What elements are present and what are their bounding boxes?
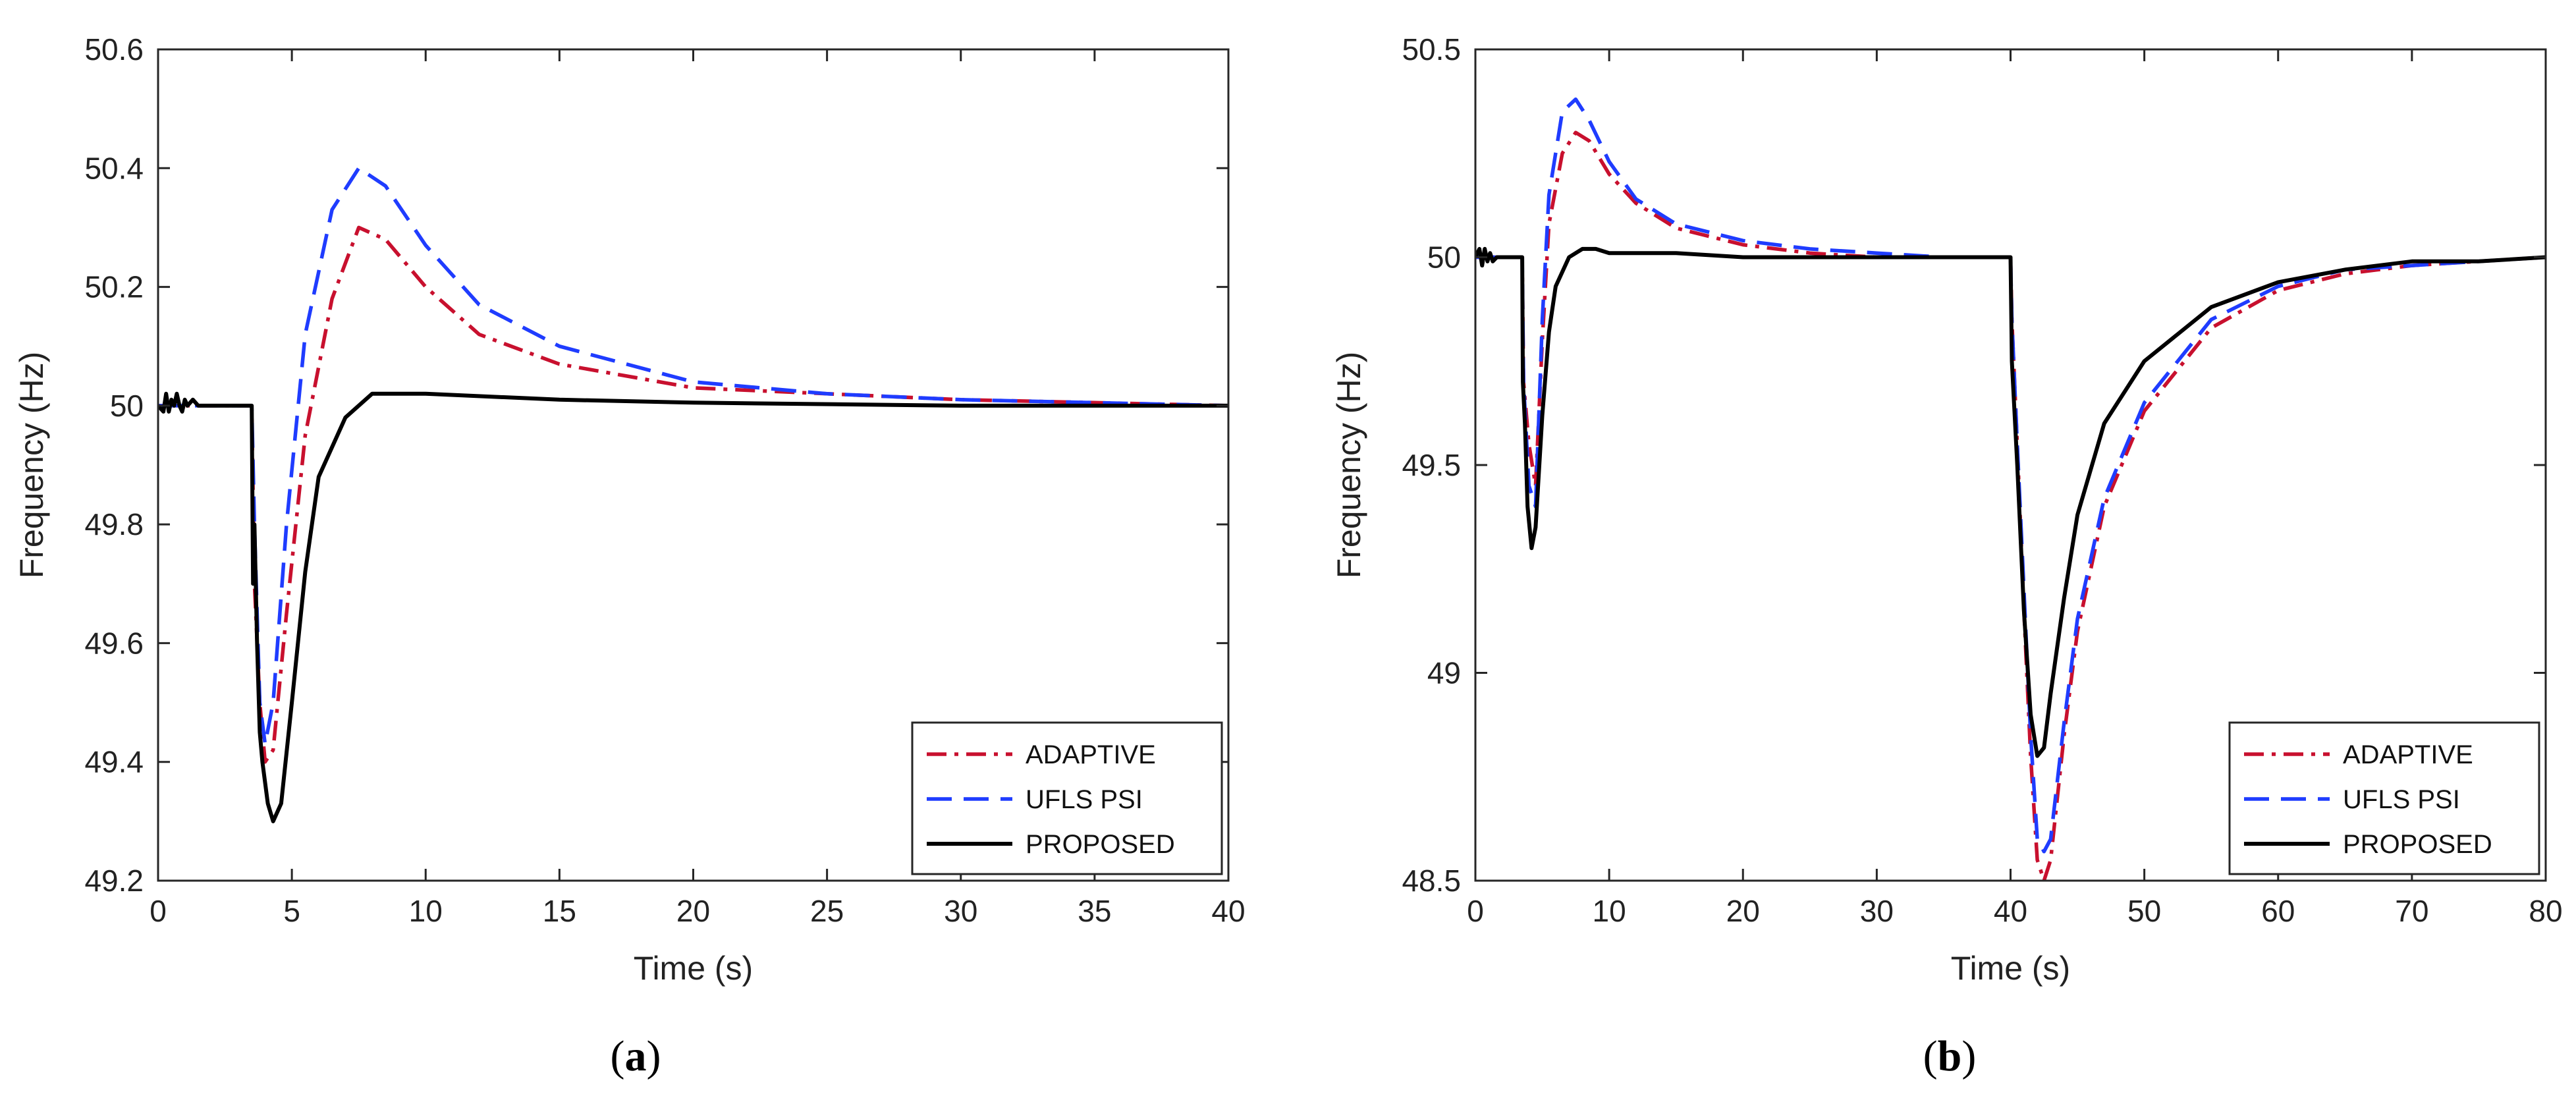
series-line-ufls-psi bbox=[1475, 97, 2546, 854]
x-tick-label: 5 bbox=[283, 894, 300, 928]
panel-label-b: (b) bbox=[1923, 1032, 1977, 1080]
x-tick-label: 20 bbox=[676, 894, 710, 928]
y-tick-label: 49.8 bbox=[84, 507, 144, 541]
chart-panel-a: 0 5 10 15 20 25 30 35 40 49.2 49.4 49.6 49.8 50 50.2 5… bbox=[13, 32, 1246, 1080]
x-ticks: 0 5 10 15 20 25 30 35 40 bbox=[150, 49, 1246, 928]
y-tick-label: 50.6 bbox=[84, 32, 144, 67]
legend-label-ufls-psi: UFLS PSI bbox=[1026, 785, 1143, 814]
x-tick-label: 50 bbox=[2127, 894, 2161, 928]
x-tick-label: 30 bbox=[1860, 894, 1894, 928]
y-tick-label: 49 bbox=[1427, 656, 1461, 690]
x-tick-label: 25 bbox=[810, 894, 844, 928]
legend-label-adaptive: ADAPTIVE bbox=[2343, 740, 2473, 769]
panel-label-a: (a) bbox=[611, 1032, 661, 1080]
y-tick-label: 50.5 bbox=[1402, 32, 1461, 67]
legend-label-ufls-psi: UFLS PSI bbox=[2343, 785, 2460, 814]
legend-entry-proposed: PROPOSED bbox=[2244, 830, 2492, 859]
y-tick-label: 49.6 bbox=[84, 626, 144, 660]
legend-entry-adaptive: ADAPTIVE bbox=[2244, 740, 2473, 769]
legend-entry-ufls-psi: UFLS PSI bbox=[2244, 785, 2460, 814]
legend-label-proposed: PROPOSED bbox=[1026, 830, 1175, 859]
x-tick-label: 20 bbox=[1726, 894, 1760, 928]
series-line-proposed bbox=[1475, 246, 2546, 758]
x-tick-label: 80 bbox=[2529, 894, 2562, 928]
legend-entry-proposed: PROPOSED bbox=[927, 830, 1175, 859]
x-tick-label: 10 bbox=[409, 894, 443, 928]
series-line-proposed bbox=[158, 391, 1228, 823]
legend: ADAPTIVE UFLS PSI PROPOSED bbox=[911, 721, 1223, 875]
x-tick-label: 15 bbox=[543, 894, 576, 928]
x-tick-label: 70 bbox=[2395, 894, 2428, 928]
y-tick-label: 50.2 bbox=[84, 270, 144, 304]
y-tick-label: 50 bbox=[1427, 240, 1461, 275]
x-tick-label: 0 bbox=[150, 894, 167, 928]
axes-frame bbox=[1474, 48, 2547, 882]
x-axis-label: Time (s) bbox=[1951, 950, 2070, 987]
y-ticks: 49.2 49.4 49.6 49.8 50 50.2 50.4 50.6 bbox=[84, 32, 1228, 898]
y-tick-label: 50 bbox=[110, 389, 144, 423]
legend-entry-ufls-psi: UFLS PSI bbox=[927, 785, 1143, 814]
series-lines bbox=[158, 166, 1228, 823]
y-tick-label: 49.2 bbox=[84, 864, 144, 898]
y-axis-label: Frequency (Hz) bbox=[1330, 352, 1367, 579]
y-tick-label: 48.5 bbox=[1402, 864, 1461, 898]
y-tick-label: 49.4 bbox=[84, 745, 144, 779]
axes-frame bbox=[157, 48, 1230, 882]
y-axis-label: Frequency (Hz) bbox=[13, 352, 50, 579]
legend: ADAPTIVE UFLS PSI PROPOSED bbox=[2228, 721, 2540, 875]
x-tick-label: 40 bbox=[1994, 894, 2027, 928]
x-axis-label: Time (s) bbox=[634, 950, 753, 987]
legend-label-proposed: PROPOSED bbox=[2343, 830, 2492, 859]
legend-label-adaptive: ADAPTIVE bbox=[1026, 740, 1156, 769]
y-tick-label: 50.4 bbox=[84, 151, 144, 185]
y-tick-label: 49.5 bbox=[1402, 448, 1461, 482]
chart-panel-b: 0 10 20 30 40 50 60 70 80 48.5 49 49.5 50 50.5 Time … bbox=[1330, 32, 2563, 1080]
x-tick-label: 10 bbox=[1593, 894, 1626, 928]
x-tick-label: 60 bbox=[2261, 894, 2295, 928]
x-tick-label: 35 bbox=[1078, 894, 1111, 928]
series-lines bbox=[1475, 97, 2546, 881]
legend-entry-adaptive: ADAPTIVE bbox=[927, 740, 1156, 769]
x-tick-label: 0 bbox=[1467, 894, 1484, 928]
x-tick-label: 30 bbox=[944, 894, 977, 928]
x-tick-label: 40 bbox=[1211, 894, 1245, 928]
